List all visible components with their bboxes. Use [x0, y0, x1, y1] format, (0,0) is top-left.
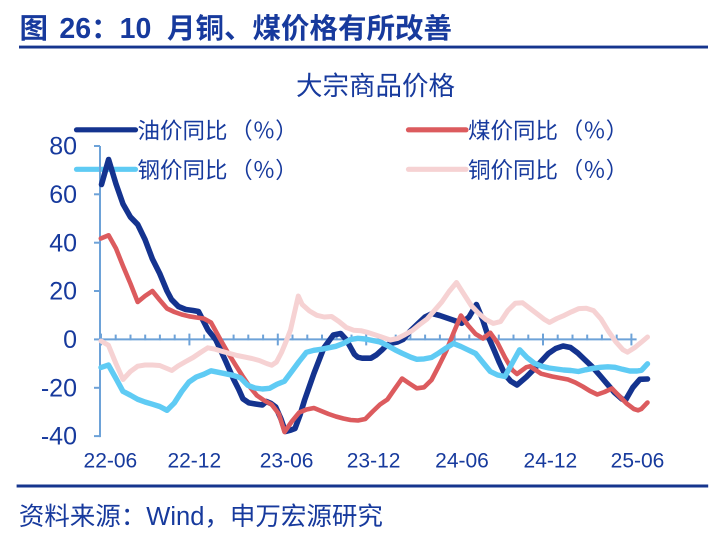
svg-text:10: 10: [120, 13, 152, 45]
svg-text:80: 80: [49, 133, 77, 161]
svg-text:0: 0: [63, 326, 77, 354]
svg-text:24-06: 24-06: [435, 450, 489, 473]
svg-text:22-12: 22-12: [167, 450, 221, 473]
svg-text:24-12: 24-12: [524, 450, 578, 473]
svg-text:26: 26: [59, 13, 91, 45]
svg-text:22-06: 22-06: [84, 450, 138, 473]
svg-text:-20: -20: [41, 374, 77, 402]
svg-text:40: 40: [49, 229, 77, 257]
svg-text:Wind: Wind: [146, 503, 204, 531]
svg-text:25-06: 25-06: [611, 450, 665, 473]
svg-text:20: 20: [49, 278, 77, 306]
svg-text:23-12: 23-12: [347, 450, 401, 473]
svg-text:23-06: 23-06: [260, 450, 314, 473]
svg-text:-40: -40: [41, 423, 77, 451]
svg-text:60: 60: [49, 181, 77, 209]
